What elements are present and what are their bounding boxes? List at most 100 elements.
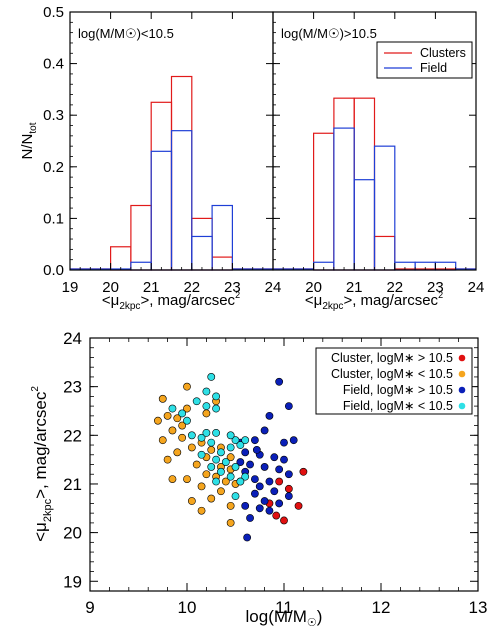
scatter-point-field-high bbox=[270, 487, 279, 496]
legend-label-cluster-high: Cluster, logM∗ > 10.5 bbox=[331, 351, 453, 365]
histogram-high-mass-x-tick-label: 22 bbox=[386, 279, 403, 296]
scatter-point-cluster-low bbox=[158, 436, 167, 445]
scatter-point-field-high bbox=[250, 475, 259, 483]
histogram-y-axis-label: N/Ntot bbox=[19, 122, 39, 159]
scatter-point-cluster-low bbox=[217, 487, 225, 496]
scatter-x-tick-label: 10 bbox=[178, 598, 197, 617]
scatter-point-field-high bbox=[275, 377, 284, 386]
scatter-y-tick-label: 23 bbox=[63, 378, 82, 397]
scatter-point-cluster-low bbox=[173, 448, 182, 457]
legend-label-field-low: Field, logM∗ < 10.5 bbox=[343, 399, 453, 413]
scatter-point-field-low bbox=[202, 428, 211, 437]
histogram-low-mass-y-tick-label: 0.5 bbox=[43, 4, 64, 21]
histogram-low-mass-y-tick-label: 0.2 bbox=[43, 159, 64, 176]
scatter-point-field-high bbox=[284, 492, 293, 501]
histogram-high-mass-bar-clusters bbox=[333, 97, 355, 271]
scatter-point-cluster-low bbox=[163, 411, 172, 420]
scatter-y-tick-label: 19 bbox=[63, 572, 82, 591]
scatter-point-field-low bbox=[183, 416, 191, 425]
scatter-point-cluster-low bbox=[197, 482, 206, 491]
scatter-point-field-low bbox=[226, 443, 235, 452]
histogram-high-mass-bar-field bbox=[373, 145, 396, 271]
legend-label-field: Field bbox=[420, 61, 447, 75]
scatter-point-cluster-high bbox=[294, 501, 303, 510]
scatter-point-field-high bbox=[260, 497, 269, 505]
scatter-point-field-high bbox=[265, 411, 274, 420]
scatter-point-field-high bbox=[255, 504, 264, 513]
scatter-point-cluster-low bbox=[183, 404, 191, 413]
scatter-point-field-low bbox=[212, 428, 220, 437]
scatter-point-cluster-low bbox=[163, 455, 172, 464]
scatter-point-field-high bbox=[260, 426, 269, 435]
scatter-point-field-high bbox=[243, 533, 252, 542]
scatter-plot: 9 10 11 12 13 19 20 21 22 23 24 Cluster, logM∗ > 1… bbox=[63, 329, 487, 617]
legend-marker-cluster-high bbox=[458, 354, 466, 362]
scatter-y-tick-label: 22 bbox=[63, 426, 82, 445]
scatter-point-field-low bbox=[207, 438, 216, 447]
histogram-high-mass-bar-field bbox=[333, 127, 355, 271]
scatter-legend: Cluster, logM∗ > 10.5 Cluster, logM∗ < 1… bbox=[315, 347, 473, 415]
scatter-point-cluster-low bbox=[197, 506, 206, 515]
histogram-low-mass-bar-field bbox=[150, 150, 173, 271]
scatter-point-cluster-low bbox=[207, 494, 216, 503]
scatter-point-field-high bbox=[275, 465, 284, 474]
histogram-low-mass: 19 20 21 22 23 24 0.0 0.1 0.2 0.3 0.4 0.5 log(M/M☉)… bbox=[43, 4, 281, 296]
scatter-point-field-low bbox=[241, 472, 250, 481]
scatter-point-field-high bbox=[255, 482, 264, 491]
scatter-point-field-low bbox=[207, 463, 216, 471]
histogram-low-mass-bar-clusters bbox=[130, 204, 152, 271]
scatter-point-field-high bbox=[246, 460, 254, 469]
scatter-point-field-low bbox=[221, 458, 230, 466]
scatter-point-cluster-low bbox=[202, 409, 211, 418]
scatter-point-field-high bbox=[265, 506, 274, 515]
legend-label-clusters: Clusters bbox=[420, 46, 466, 60]
histogram-low-mass-bar-field bbox=[191, 235, 213, 271]
scatter-point-field-high bbox=[265, 477, 274, 486]
scatter-x-tick-label: 11 bbox=[275, 598, 293, 617]
scatter-point-field-high bbox=[280, 455, 288, 464]
scatter-x-tick-label: 13 bbox=[469, 598, 488, 617]
legend-marker-field-low bbox=[458, 402, 466, 410]
scatter-point-cluster-low bbox=[187, 443, 196, 452]
scatter-point-field-high bbox=[250, 489, 259, 498]
scatter-point-field-low bbox=[178, 409, 187, 418]
legend-label-cluster-low: Cluster, logM∗ < 10.5 bbox=[331, 367, 453, 381]
scatter-point-cluster-low bbox=[221, 477, 230, 486]
legend-marker-field-high bbox=[458, 386, 466, 394]
legend-label-field-high: Field, logM∗ > 10.5 bbox=[343, 383, 453, 397]
scatter-y-tick-label: 21 bbox=[63, 475, 82, 494]
histogram-low-mass-y-tick-label: 0.3 bbox=[43, 107, 64, 124]
histogram-low-mass-bar-clusters bbox=[109, 246, 132, 271]
histogram-low-mass-bar-clusters bbox=[191, 217, 213, 271]
scatter-point-field-low bbox=[212, 477, 220, 486]
scatter-point-cluster-low bbox=[202, 470, 211, 479]
scatter-y-tick-label: 24 bbox=[63, 329, 82, 348]
histogram-high-mass-x-tick-label: 24 bbox=[468, 279, 485, 296]
scatter-point-field-high bbox=[252, 446, 261, 454]
histogram-high-mass-x-tick-label: 23 bbox=[427, 279, 444, 296]
scatter-point-field-low bbox=[217, 467, 225, 476]
histogram-low-mass-x-tick-label: 24 bbox=[265, 279, 282, 296]
scatter-point-cluster-low bbox=[178, 433, 187, 442]
scatter-point-field-low bbox=[231, 492, 240, 501]
scatter-y-axis-label: <μ2kpc>, mag/arcsec2 bbox=[30, 386, 54, 542]
scatter-point-cluster-high bbox=[275, 477, 284, 486]
scatter-point-cluster-high bbox=[272, 511, 281, 520]
scatter-point-cluster-low bbox=[153, 416, 162, 425]
scatter-point-cluster-low bbox=[173, 414, 182, 423]
scatter-point-field-low bbox=[212, 404, 220, 413]
scatter-point-cluster-low bbox=[207, 446, 216, 454]
histogram-high-mass-bar-clusters bbox=[373, 235, 396, 271]
scatter-point-field-high bbox=[246, 514, 254, 522]
scatter-point-field-low bbox=[202, 402, 211, 411]
histogram-low-mass-y-tick-label: 0.0 bbox=[43, 262, 64, 279]
histogram-low-mass-x-tick-label: 23 bbox=[224, 279, 241, 296]
scatter-point-field-high bbox=[284, 402, 293, 411]
scatter-point-field-high bbox=[284, 470, 293, 479]
scatter-point-cluster-low bbox=[226, 453, 235, 462]
annotation-high-mass: log(M/M☉)>10.5 bbox=[281, 26, 377, 41]
scatter-point-cluster-low bbox=[178, 421, 187, 430]
histogram-high-mass-bar-clusters bbox=[313, 132, 335, 271]
scatter-point-field-low bbox=[212, 392, 220, 401]
